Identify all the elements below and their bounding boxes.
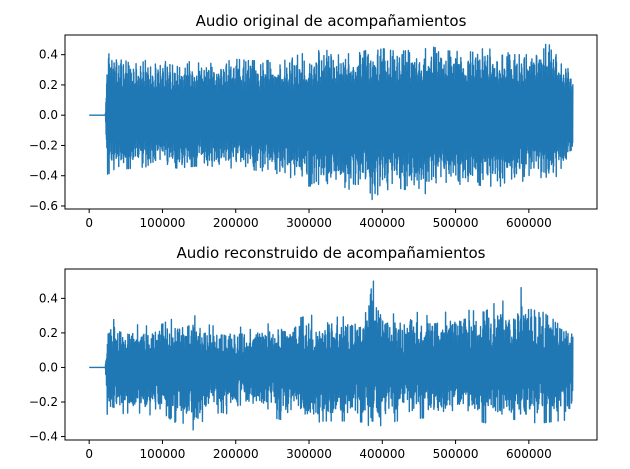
y-tick-label: 0.0	[39, 108, 58, 122]
axes-bottom: Audio reconstruido de acompañamientos −0…	[29, 244, 598, 461]
chart-title-top: Audio original de acompañamientos	[196, 12, 467, 30]
y-tick-label: −0.4	[29, 430, 58, 444]
x-tick-label: 500000	[433, 447, 479, 461]
axes-top: Audio original de acompañamientos −0.6−0…	[29, 12, 598, 230]
x-tick-label: 500000	[433, 216, 479, 230]
x-tick-label: 0	[85, 447, 93, 461]
y-tick-label: 0.2	[39, 78, 58, 92]
y-ticks-bottom: −0.4 −0.2 0.0 0.2 0.4	[29, 291, 65, 444]
x-tick-label: 300000	[286, 216, 332, 230]
x-tick-label: 200000	[213, 447, 259, 461]
x-tick-label: 100000	[140, 216, 186, 230]
x-tick-label: 100000	[140, 447, 186, 461]
x-tick-label: 200000	[213, 216, 259, 230]
x-ticks-top: 0 100000 200000 300000 400000 500000 600000	[85, 209, 552, 230]
chart-title-bottom: Audio reconstruido de acompañamientos	[177, 244, 486, 262]
y-tick-label: 0.4	[39, 291, 58, 305]
y-tick-label: −0.6	[29, 199, 58, 213]
x-ticks-bottom: 0 100000 200000 300000 400000 500000 600000	[85, 440, 552, 461]
y-ticks-top: −0.6 −0.4 −0.2 0.0 0.2 0.4	[29, 48, 65, 213]
x-tick-label: 600000	[506, 216, 552, 230]
y-tick-label: −0.2	[29, 395, 58, 409]
axes-frame-top	[64, 34, 598, 210]
x-tick-label: 400000	[359, 447, 405, 461]
y-tick-label: 0.2	[39, 326, 58, 340]
x-tick-label: 600000	[506, 447, 552, 461]
axes-frame-bottom	[64, 268, 598, 441]
x-tick-label: 0	[85, 216, 93, 230]
y-tick-label: 0.0	[39, 360, 58, 374]
y-tick-label: −0.2	[29, 138, 58, 152]
x-tick-label: 400000	[359, 216, 405, 230]
y-tick-label: −0.4	[29, 169, 58, 183]
y-tick-label: 0.4	[39, 48, 58, 62]
waveform-reconstructed	[88, 280, 574, 431]
x-tick-label: 300000	[286, 447, 332, 461]
waveform-original	[88, 43, 574, 201]
